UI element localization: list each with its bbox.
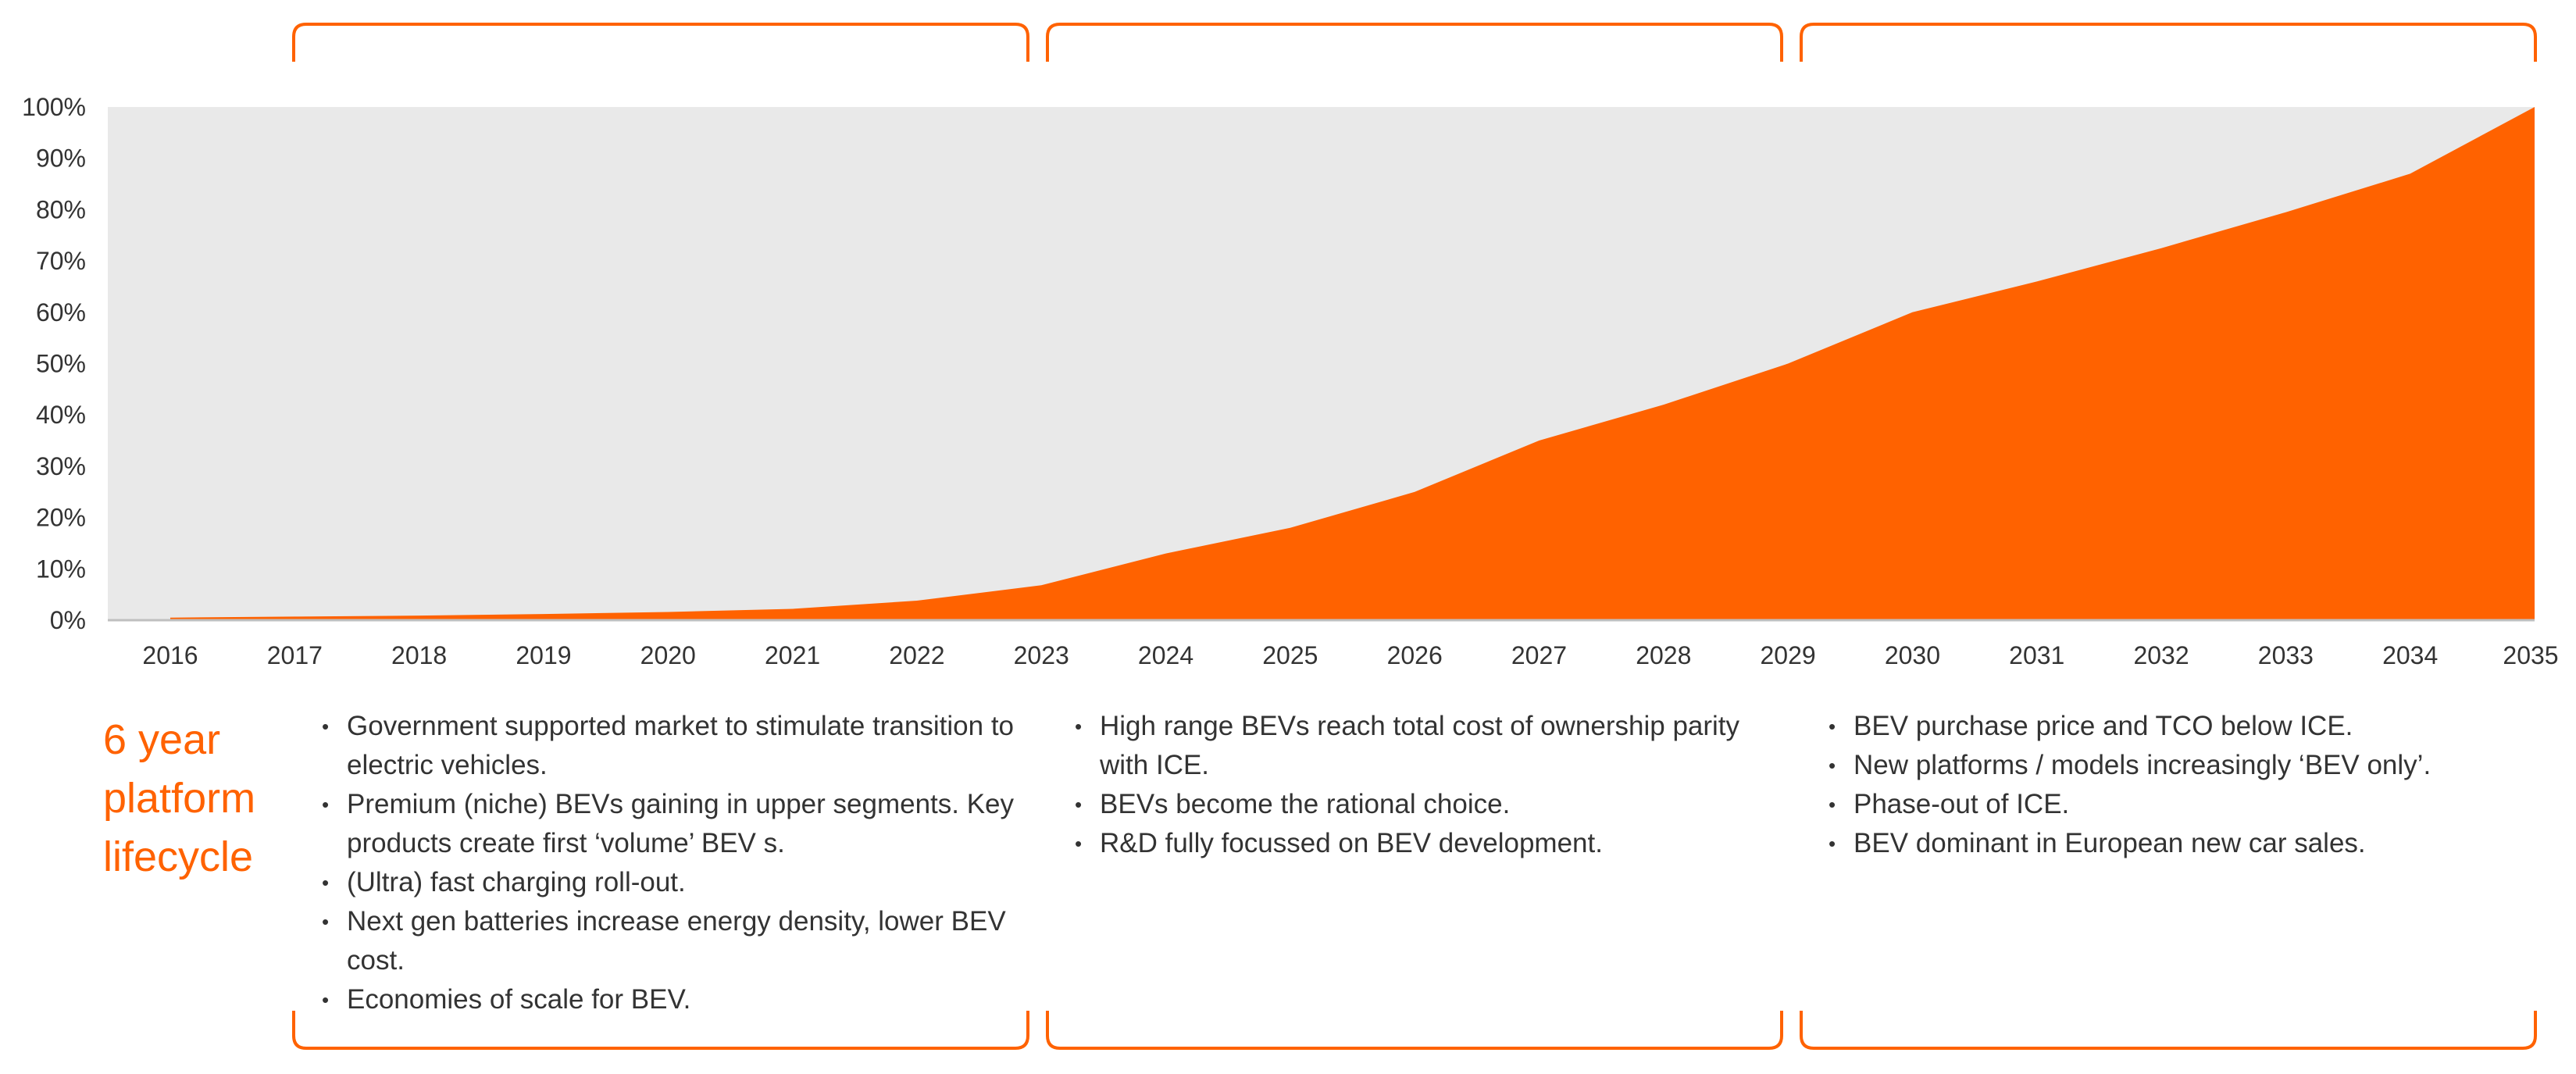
x-tick-label: 2029: [1761, 641, 1816, 669]
phase-bracket-bottom: [1046, 1011, 1783, 1050]
phase-1-bullet: (Ultra) fast charging roll-out.: [319, 863, 1022, 902]
x-tick-label: 2026: [1387, 641, 1443, 669]
x-tick-label: 2033: [2258, 641, 2314, 669]
phase-bracket-bottom: [292, 1011, 1029, 1050]
phase-1-bullet: Government supported market to stimulate…: [319, 707, 1022, 785]
y-axis-ticks: 0% 10% 20% 30% 40% 50% 60% 70% 80% 90% 100%: [22, 93, 86, 634]
lifecycle-line-1: 6 year: [103, 716, 221, 763]
x-tick-label: 2027: [1511, 641, 1567, 669]
x-tick-label: 2034: [2382, 641, 2438, 669]
y-tick-label: 80%: [36, 195, 86, 223]
lifecycle-line-3: lifecycle: [103, 833, 254, 880]
x-axis-ticks: 2016 2017 2018 2019 2020 2021 2022 2023 2024 2025…: [142, 641, 2558, 669]
phase-1-bullet: Premium (niche) BEVs gaining in upper se…: [319, 785, 1022, 863]
x-tick-label: 2020: [640, 641, 696, 669]
phase-3-bullets: BEV purchase price and TCO below ICE. Ne…: [1825, 707, 2528, 863]
y-tick-label: 10%: [36, 555, 86, 583]
x-tick-label: 2025: [1262, 641, 1318, 669]
platform-lifecycle-label: 6 year platform lifecycle: [103, 711, 298, 887]
x-tick-label: 2028: [1636, 641, 1691, 669]
phase-1-bullets: Government supported market to stimulate…: [319, 707, 1022, 1019]
x-tick-label: 2021: [765, 641, 820, 669]
phase-3-bullet: New platforms / models increasingly ‘BEV…: [1825, 746, 2528, 785]
y-tick-label: 30%: [36, 452, 86, 480]
x-tick-label: 2024: [1138, 641, 1193, 669]
x-tick-label: 2032: [2133, 641, 2189, 669]
bev-share-area: [170, 107, 2535, 620]
lifecycle-line-2: platform: [103, 775, 256, 822]
phase-bracket-top: [292, 23, 1029, 62]
y-tick-label: 100%: [22, 93, 86, 121]
phase-brackets: [292, 23, 2537, 1050]
phase-2-bullet: BEVs become the rational choice.: [1072, 785, 1775, 824]
x-tick-label: 2023: [1014, 641, 1069, 669]
phase-bracket-bottom: [1800, 1011, 2537, 1050]
x-tick-label: 2017: [267, 641, 323, 669]
phase-2-bullet: R&D fully focussed on BEV development.: [1072, 824, 1775, 863]
y-tick-label: 0%: [50, 606, 86, 634]
x-tick-label: 2016: [142, 641, 198, 669]
phase-3-bullet: Phase-out of ICE.: [1825, 785, 2528, 824]
x-tick-label: 2030: [1885, 641, 1940, 669]
x-tick-label: 2022: [889, 641, 944, 669]
y-tick-label: 70%: [36, 247, 86, 275]
phase-bracket-top: [1046, 23, 1783, 62]
phase-2-bullet: High range BEVs reach total cost of owne…: [1072, 707, 1775, 785]
x-tick-label: 2019: [516, 641, 571, 669]
y-tick-label: 60%: [36, 298, 86, 326]
x-tick-label: 2031: [2009, 641, 2064, 669]
y-tick-label: 40%: [36, 401, 86, 429]
y-tick-label: 50%: [36, 350, 86, 378]
phase-3-bullet: BEV dominant in European new car sales.: [1825, 824, 2528, 863]
phase-1-bullet: Next gen batteries increase energy densi…: [319, 902, 1022, 980]
x-tick-label: 2018: [391, 641, 447, 669]
phase-2-bullets: High range BEVs reach total cost of owne…: [1072, 707, 1775, 863]
y-tick-label: 90%: [36, 145, 86, 173]
phase-bracket-top: [1800, 23, 2537, 62]
phase-1-bullet: Economies of scale for BEV.: [319, 980, 1022, 1019]
phase-3-bullet: BEV purchase price and TCO below ICE.: [1825, 707, 2528, 746]
x-tick-label: 2035: [2503, 641, 2558, 669]
y-tick-label: 20%: [36, 504, 86, 532]
